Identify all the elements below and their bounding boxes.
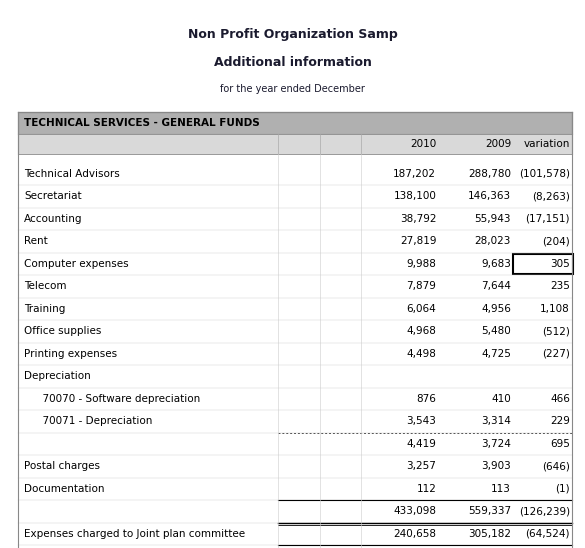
Text: 235: 235 bbox=[550, 281, 570, 292]
Text: 5,480: 5,480 bbox=[481, 327, 511, 336]
Bar bbox=[18, 134, 572, 153]
Text: Postal charges: Postal charges bbox=[24, 461, 100, 471]
Text: Documentation: Documentation bbox=[24, 484, 105, 494]
Text: 305: 305 bbox=[550, 259, 570, 269]
Bar bbox=[18, 185, 572, 208]
Text: 4,498: 4,498 bbox=[407, 349, 436, 359]
Text: 112: 112 bbox=[417, 484, 436, 494]
Bar bbox=[18, 298, 572, 320]
Bar bbox=[18, 253, 572, 275]
Text: TECHNICAL SERVICES - GENERAL FUNDS: TECHNICAL SERVICES - GENERAL FUNDS bbox=[24, 118, 260, 128]
Text: 113: 113 bbox=[491, 484, 511, 494]
Text: 876: 876 bbox=[417, 394, 436, 404]
Text: 4,968: 4,968 bbox=[407, 327, 436, 336]
Text: 2009: 2009 bbox=[485, 139, 511, 149]
Text: 9,683: 9,683 bbox=[481, 259, 511, 269]
Text: 305,182: 305,182 bbox=[468, 529, 511, 539]
Text: (204): (204) bbox=[542, 236, 570, 247]
Bar bbox=[18, 387, 572, 410]
Text: 229: 229 bbox=[550, 416, 570, 426]
Bar bbox=[18, 208, 572, 230]
Text: 187,202: 187,202 bbox=[393, 169, 436, 179]
Text: Office supplies: Office supplies bbox=[24, 327, 101, 336]
Text: Telecom: Telecom bbox=[24, 281, 67, 292]
Text: 138,100: 138,100 bbox=[393, 191, 436, 201]
Text: 7,644: 7,644 bbox=[481, 281, 511, 292]
Text: variation: variation bbox=[524, 139, 570, 149]
Bar bbox=[18, 112, 572, 134]
Text: Non Profit Organization Samp: Non Profit Organization Samp bbox=[188, 28, 397, 41]
Text: 2010: 2010 bbox=[410, 139, 436, 149]
Text: 466: 466 bbox=[550, 394, 570, 404]
Bar bbox=[18, 410, 572, 432]
Text: (64,524): (64,524) bbox=[525, 529, 570, 539]
Text: 695: 695 bbox=[550, 439, 570, 449]
Text: 4,725: 4,725 bbox=[481, 349, 511, 359]
Text: 410: 410 bbox=[491, 394, 511, 404]
Text: Additional information: Additional information bbox=[214, 56, 371, 69]
Text: 288,780: 288,780 bbox=[468, 169, 511, 179]
Text: Secretariat: Secretariat bbox=[24, 191, 82, 201]
Text: for the year ended December: for the year ended December bbox=[220, 84, 365, 94]
Text: 3,903: 3,903 bbox=[481, 461, 511, 471]
Text: (512): (512) bbox=[542, 327, 570, 336]
Bar bbox=[18, 163, 572, 185]
Text: 1,108: 1,108 bbox=[541, 304, 570, 314]
Bar bbox=[18, 523, 572, 545]
Text: 4,419: 4,419 bbox=[407, 439, 436, 449]
Text: (8,263): (8,263) bbox=[532, 191, 570, 201]
Text: 3,257: 3,257 bbox=[407, 461, 436, 471]
Text: (1): (1) bbox=[555, 484, 570, 494]
Text: 146,363: 146,363 bbox=[468, 191, 511, 201]
Text: (227): (227) bbox=[542, 349, 570, 359]
Text: Training: Training bbox=[24, 304, 66, 314]
Text: (646): (646) bbox=[542, 461, 570, 471]
Text: Depreciation: Depreciation bbox=[24, 372, 91, 381]
Text: (126,239): (126,239) bbox=[519, 506, 570, 516]
Text: 70070 - Software depreciation: 70070 - Software depreciation bbox=[36, 394, 200, 404]
Text: 9,988: 9,988 bbox=[407, 259, 436, 269]
Text: Expenses charged to Joint plan committee: Expenses charged to Joint plan committee bbox=[24, 529, 245, 539]
Bar bbox=[18, 275, 572, 298]
Text: 433,098: 433,098 bbox=[393, 506, 436, 516]
Text: (101,578): (101,578) bbox=[519, 169, 570, 179]
Text: 55,943: 55,943 bbox=[474, 214, 511, 224]
Text: 559,337: 559,337 bbox=[468, 506, 511, 516]
Text: 27,819: 27,819 bbox=[400, 236, 436, 247]
Text: 3,543: 3,543 bbox=[407, 416, 436, 426]
Text: 28,023: 28,023 bbox=[474, 236, 511, 247]
Text: Computer expenses: Computer expenses bbox=[24, 259, 129, 269]
Text: 3,724: 3,724 bbox=[481, 439, 511, 449]
Text: 70071 - Depreciation: 70071 - Depreciation bbox=[36, 416, 152, 426]
Text: (17,151): (17,151) bbox=[525, 214, 570, 224]
Text: 7,879: 7,879 bbox=[407, 281, 436, 292]
Text: 6,064: 6,064 bbox=[407, 304, 436, 314]
Text: Accounting: Accounting bbox=[24, 214, 82, 224]
Bar bbox=[18, 230, 572, 253]
Bar bbox=[18, 545, 572, 548]
Text: Printing expenses: Printing expenses bbox=[24, 349, 117, 359]
Text: 240,658: 240,658 bbox=[393, 529, 436, 539]
Bar bbox=[18, 320, 572, 342]
Bar bbox=[18, 478, 572, 500]
Text: 4,956: 4,956 bbox=[481, 304, 511, 314]
Bar bbox=[513, 254, 573, 274]
Bar bbox=[18, 432, 572, 455]
Text: Rent: Rent bbox=[24, 236, 48, 247]
Bar bbox=[18, 365, 572, 387]
Text: Technical Advisors: Technical Advisors bbox=[24, 169, 120, 179]
Bar bbox=[18, 500, 572, 523]
Bar bbox=[18, 455, 572, 478]
Text: 38,792: 38,792 bbox=[400, 214, 436, 224]
Bar bbox=[18, 342, 572, 365]
Text: 3,314: 3,314 bbox=[481, 416, 511, 426]
